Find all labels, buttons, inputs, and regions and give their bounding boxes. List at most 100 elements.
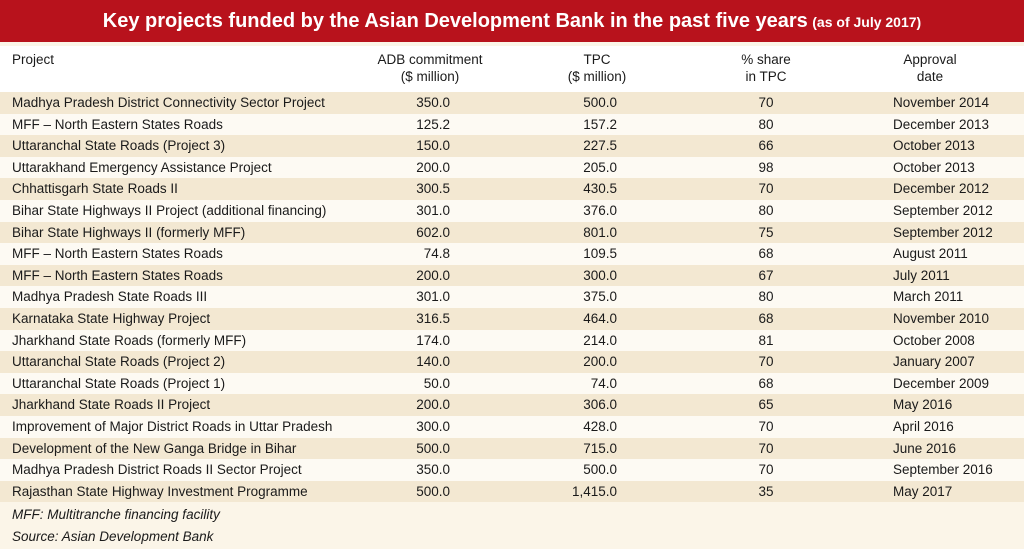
table-row: MFF – North Eastern States Roads 200.0 300… xyxy=(0,264,1024,287)
cell: 81 xyxy=(758,332,774,348)
header-line: % share xyxy=(741,52,791,67)
cell: Jharkhand State Roads (formerly MFF) xyxy=(12,332,247,348)
table-row: Uttaranchal State Roads (Project 2) 140.0… xyxy=(0,351,1024,373)
cell: 68 xyxy=(758,246,774,262)
header-line: TPC xyxy=(583,52,611,67)
cell: Rajasthan State Highway Investment Progr… xyxy=(12,483,308,499)
cell: May 2017 xyxy=(893,483,953,499)
title: Key projects funded by the Asian Develop… xyxy=(102,10,808,32)
cell: 500.0 xyxy=(416,440,450,456)
cell: 66 xyxy=(758,138,774,154)
cell: June 2016 xyxy=(893,440,957,456)
cell: 214.0 xyxy=(583,332,617,348)
column-header: TPC ($ million) xyxy=(517,51,677,85)
cell: 74.0 xyxy=(590,375,617,391)
cell: 80 xyxy=(758,289,774,305)
cell: May 2016 xyxy=(893,397,953,413)
table-row: Chhattisgarh State Roads II 300.5 430.5 70 D… xyxy=(0,178,1024,200)
column-header: Project xyxy=(12,51,54,68)
cell: 227.5 xyxy=(583,138,617,154)
cell: 375.0 xyxy=(583,289,617,305)
cell: 70 xyxy=(758,462,774,478)
cell: Chhattisgarh State Roads II xyxy=(12,181,178,197)
cell: March 2011 xyxy=(893,289,964,305)
cell: 68 xyxy=(758,310,774,326)
cell: 500.0 xyxy=(416,483,450,499)
table-row: Improvement of Major District Roads in U… xyxy=(0,415,1024,438)
cell: 150.0 xyxy=(416,138,450,154)
cell: December 2012 xyxy=(893,181,990,197)
notes: MFF: Multitranche financing facility Sour… xyxy=(12,504,220,548)
cell: 430.5 xyxy=(583,181,617,197)
cell: 350.0 xyxy=(416,462,450,478)
table-body: Madhya Pradesh District Connectivity Sec… xyxy=(0,92,1024,503)
table-row: Bihar State Highways II (formerly MFF) 60… xyxy=(0,221,1024,244)
note: Source: Asian Development Bank xyxy=(12,529,214,544)
column-header: % share in TPC xyxy=(716,51,816,85)
cell: 428.0 xyxy=(583,418,617,434)
title-note: (as of July 2017) xyxy=(812,14,922,30)
cell: 70 xyxy=(758,354,774,370)
cell: October 2013 xyxy=(893,159,975,175)
cell: 80 xyxy=(758,202,774,218)
cell: August 2011 xyxy=(893,246,968,262)
cell: 301.0 xyxy=(416,289,450,305)
cell: September 2012 xyxy=(893,224,993,240)
table-row: Rajasthan State Highway Investment Progr… xyxy=(0,480,1024,503)
table-row: Madhya Pradesh District Connectivity Sec… xyxy=(0,92,1024,114)
table-row: Bihar State Highways II Project (additio… xyxy=(0,199,1024,222)
header-line: ($ million) xyxy=(400,69,460,84)
cell: October 2013 xyxy=(893,138,975,154)
cell: April 2016 xyxy=(893,418,954,434)
cell: December 2009 xyxy=(893,375,990,391)
cell: 70 xyxy=(758,181,774,197)
cell: Karnataka State Highway Project xyxy=(12,310,211,326)
cell: 300.0 xyxy=(416,418,450,434)
cell: 300.5 xyxy=(416,181,450,197)
cell: 75 xyxy=(758,224,774,240)
table-row: Uttarakhand Emergency Assistance Project… xyxy=(0,156,1024,179)
table-row: Uttaranchal State Roads (Project 1) 50.0 7… xyxy=(0,372,1024,395)
table-row: MFF – North Eastern States Roads 74.8 109.… xyxy=(0,243,1024,265)
cell: 70 xyxy=(758,95,774,110)
cell: 67 xyxy=(758,267,774,283)
cell: December 2013 xyxy=(893,116,990,132)
table-row: Jharkhand State Roads II Project 200.0 306… xyxy=(0,394,1024,416)
cell: Jharkhand State Roads II Project xyxy=(12,397,211,413)
cell: 35 xyxy=(758,483,774,499)
cell: 464.0 xyxy=(583,310,617,326)
cell: Bihar State Highways II Project (additio… xyxy=(12,202,327,218)
cell: 157.2 xyxy=(583,116,617,132)
cell: 301.0 xyxy=(416,202,450,218)
cell: Bihar State Highways II (formerly MFF) xyxy=(12,224,246,240)
cell: Improvement of Major District Roads in U… xyxy=(12,418,333,434)
cell: Madhya Pradesh State Roads III xyxy=(12,289,208,305)
cell: 500.0 xyxy=(583,95,617,110)
header-line: Project xyxy=(12,52,55,67)
cell: 200.0 xyxy=(416,397,450,413)
table-row: Madhya Pradesh State Roads III 301.0 375.0… xyxy=(0,286,1024,308)
cell: 98 xyxy=(758,159,774,175)
cell: 602.0 xyxy=(416,224,450,240)
cell: 801.0 xyxy=(583,224,617,240)
cell: November 2010 xyxy=(893,310,990,326)
cell: Madhya Pradesh District Connectivity Sec… xyxy=(12,95,325,110)
cell: 1,415.0 xyxy=(571,483,617,499)
cell: 80 xyxy=(758,116,774,132)
cell: October 2008 xyxy=(893,332,975,348)
table-row: Jharkhand State Roads (formerly MFF) 174.… xyxy=(0,329,1024,352)
cell: 200.0 xyxy=(416,267,450,283)
cell: 376.0 xyxy=(583,202,617,218)
header-line: ADB commitment xyxy=(377,52,483,67)
cell: 205.0 xyxy=(583,159,617,175)
cell: MFF – North Eastern States Roads xyxy=(12,116,223,132)
cell: 174.0 xyxy=(416,332,450,348)
cell: 65 xyxy=(758,397,774,413)
cell: MFF – North Eastern States Roads xyxy=(12,267,223,283)
note: MFF: Multitranche financing facility xyxy=(12,507,220,522)
cell: 125.2 xyxy=(416,116,450,132)
header-row: Project ADB commitment ($ million) TPC ($ mi… xyxy=(0,46,1024,92)
cell: Uttaranchal State Roads (Project 2) xyxy=(12,354,226,370)
table-row: MFF – North Eastern States Roads 125.2 157… xyxy=(0,113,1024,136)
